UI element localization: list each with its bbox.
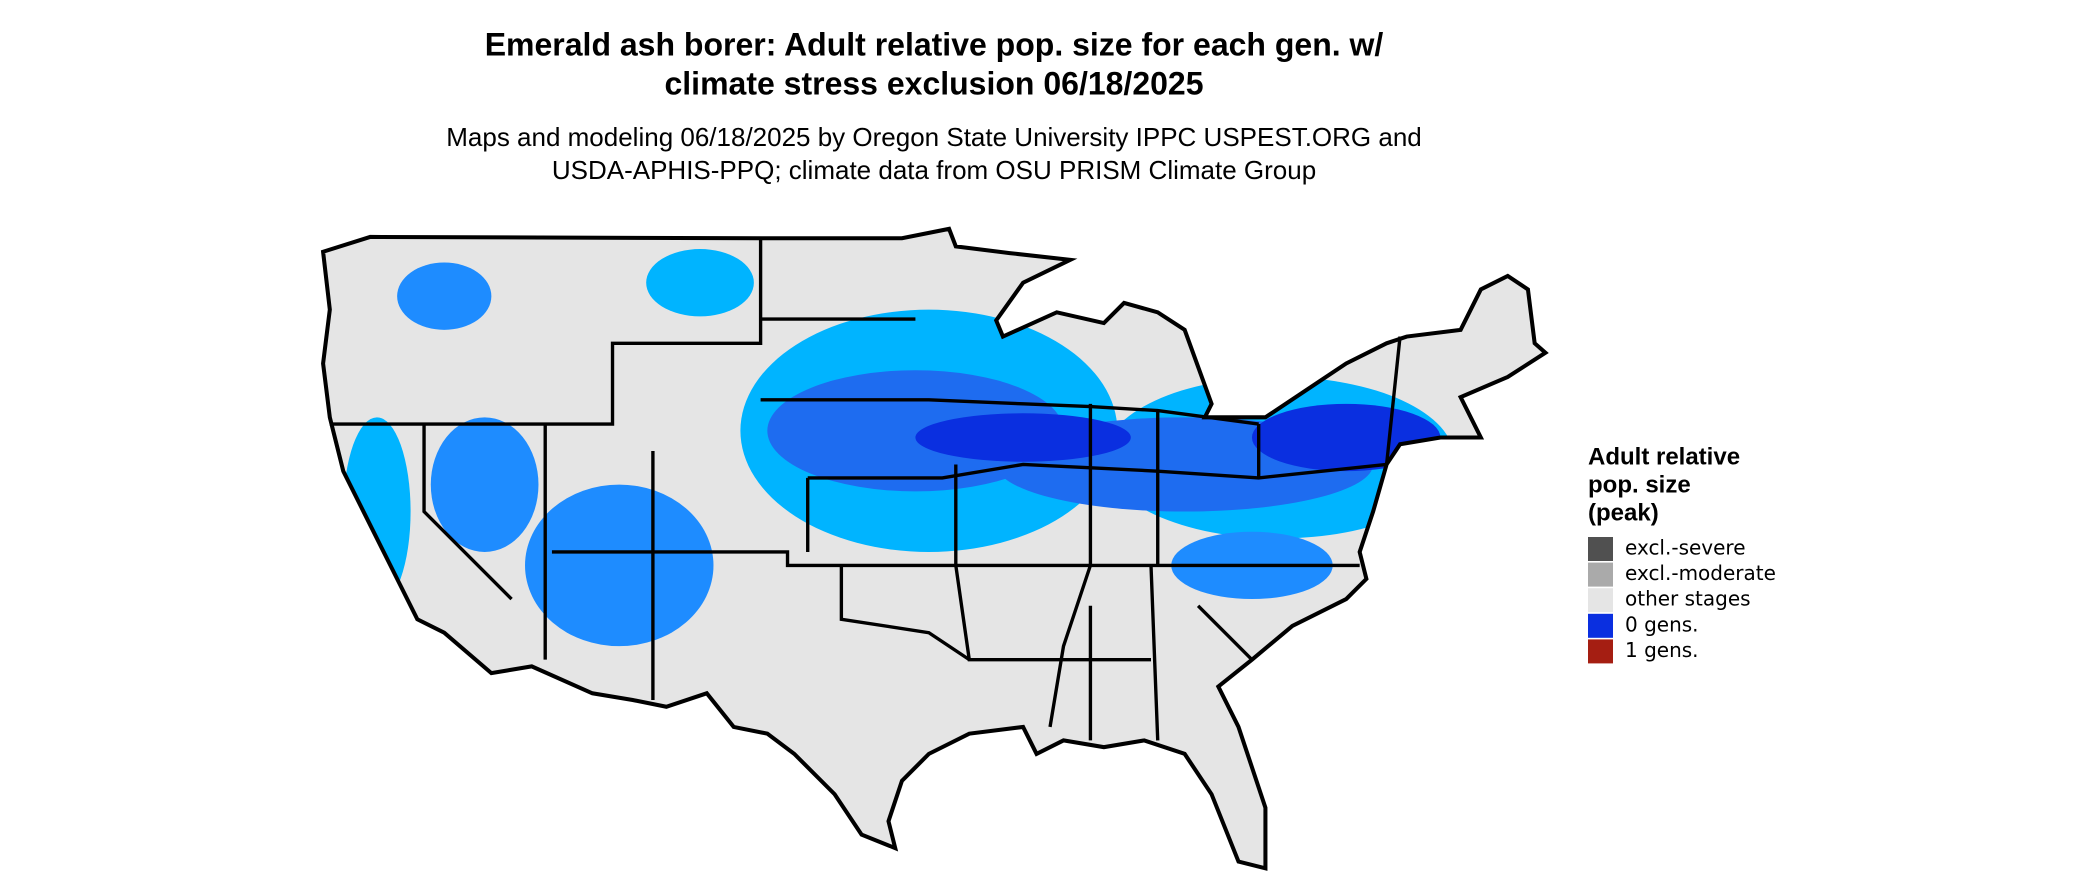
legend-swatch	[1588, 562, 1613, 587]
legend-label: 0 gens.	[1625, 612, 1699, 636]
subtitle-line: Maps and modeling 06/18/2025 by Oregon S…	[446, 122, 1422, 152]
legend-swatch	[1588, 639, 1613, 664]
legend-label: excl.-moderate	[1625, 561, 1776, 585]
legend-label: other stages	[1625, 587, 1751, 611]
title-line: climate stress exclusion 06/18/2025	[664, 65, 1203, 101]
state-lines	[329, 238, 1402, 741]
legend-title: (peak)	[1588, 499, 1659, 526]
legend-swatch	[1588, 588, 1613, 613]
legend-swatch	[1588, 537, 1613, 561]
title-line: Emerald ash borer: Adult relative pop. s…	[485, 26, 1384, 62]
legend-swatch	[1588, 613, 1613, 638]
legend: Adult relative pop. size (peak) excl.-se…	[1588, 443, 1776, 664]
legend-label: excl.-severe	[1625, 536, 1746, 560]
subtitle-line: USDA-APHIS-PPQ; climate data from OSU PR…	[552, 155, 1316, 185]
legend-label: 1 gens.	[1625, 638, 1699, 662]
legend-title: pop. size	[1588, 471, 1691, 498]
legend-title: Adult relative	[1588, 443, 1740, 470]
